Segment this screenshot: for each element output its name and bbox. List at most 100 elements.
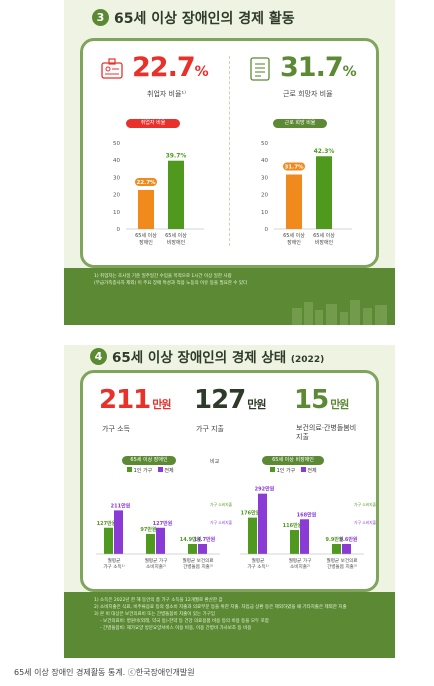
y-tick-label: 20 xyxy=(113,193,120,199)
legend-compare-label: 비교 xyxy=(210,459,220,465)
stat-health-value: 15 xyxy=(294,385,329,415)
y-tick-label: 0 xyxy=(265,227,269,233)
bar xyxy=(248,517,257,554)
annotation: 가구 소비지출액의 5.7% xyxy=(354,520,376,525)
image-caption: 65세 이상 장애인 경제활동 통계. ⓒ한국장애인개발원 xyxy=(14,668,195,677)
footnote-line: - 보건의료비: 병원비(외래, 약국 등)·한약 등 건강 의료용품 비용 등… xyxy=(100,619,269,624)
chart3-title-pill: 65세 이상 장애인 xyxy=(122,456,176,465)
stat-health-unit: 만원 xyxy=(330,398,349,411)
section1-number-badge: 3 xyxy=(92,9,109,26)
legend-swatch-green xyxy=(270,467,275,472)
annotation: 가구 소비지출액의 8.5% xyxy=(354,502,376,507)
stat-income-label: 가구 소득 xyxy=(102,425,130,433)
section2-number-badge: 4 xyxy=(90,348,107,365)
legend-swatch-green xyxy=(127,467,132,472)
data-label: 211만원 xyxy=(111,502,131,509)
bar xyxy=(332,544,341,554)
category-label: 소비지출²⁾ xyxy=(290,563,310,570)
chart4-legend: 1인 가구 전체 xyxy=(270,467,317,474)
category-label: 월평균 xyxy=(108,557,121,564)
y-tick-label: 20 xyxy=(261,193,268,199)
stat-expense-label: 가구 지출 xyxy=(196,425,224,433)
category-label: 소비지출²⁾ xyxy=(146,563,166,570)
section2-year: (2022) xyxy=(290,355,325,365)
legend-label-all: 전체 xyxy=(164,468,174,474)
stat-work-hope-label: 근로 희망자 비율 xyxy=(283,90,333,98)
bar xyxy=(104,527,113,554)
data-label: 97만원 xyxy=(140,526,157,533)
category-label: 장애인 xyxy=(139,239,153,246)
category-label: 65세 이상 xyxy=(313,232,335,239)
data-label: 9.6만원 xyxy=(339,536,357,543)
stat-employment-unit: % xyxy=(194,64,209,80)
building-skyline-icon xyxy=(290,296,390,325)
category-label: 월평균 가구 xyxy=(289,557,312,564)
card-divider xyxy=(229,56,231,246)
bar xyxy=(188,544,197,554)
category-label: 가구 소득¹⁾ xyxy=(247,563,268,570)
category-label: 65세 이상 xyxy=(283,232,305,239)
stat-income-unit: 만원 xyxy=(152,398,171,411)
data-label: 127만원 xyxy=(97,520,117,527)
footnote-line: 2) 소비지출은 식료, 비주류음료 등의 생소비 지출과 의료부문 등을 위한… xyxy=(94,605,347,610)
bar xyxy=(114,510,123,554)
category-label: 비장애인 xyxy=(315,239,334,246)
stat-expense-value: 127 xyxy=(194,385,246,415)
category-label: 월평균 보건의료 xyxy=(326,557,357,564)
legend-label-single: 1인 가구 xyxy=(276,468,296,474)
category-label: 월평균 가구 xyxy=(145,557,168,564)
data-label: 176만원 xyxy=(241,510,261,517)
stat-health-label: 보건의료·간병돌봄비 지출 xyxy=(296,424,357,441)
bar xyxy=(138,189,154,229)
footnote-line: 3) 본 비 대상은 보건의료비 또는 간병돌봄비 지출이 있는 가구임 xyxy=(94,612,215,617)
bar xyxy=(286,174,302,229)
footnote-line: - 간병돌봄비: 재가요양 방문요양서비스 이용 비용, 이용 간병비 가사보조… xyxy=(100,626,252,631)
value-badge xyxy=(283,162,305,171)
section2-footnote: 1) 소득은 2022년 한 해 동안의 총 가구 소득을 12개월로 환산한 … xyxy=(64,592,395,658)
y-tick-label: 0 xyxy=(117,227,121,233)
y-tick-label: 30 xyxy=(113,175,120,181)
bar xyxy=(316,156,332,229)
category-label: 장애인 xyxy=(287,239,301,246)
annotation: 가구 소비지출액의 11.6% xyxy=(210,520,232,525)
footnote-line: (무급가족종사자 제외) 이 주요 장애 특성과 적용 노동의 이유 등을 필요… xyxy=(94,281,248,286)
data-label: 31.7% xyxy=(284,164,304,170)
data-label: 22.7% xyxy=(136,180,156,186)
category-label: 가구 소득¹⁾ xyxy=(103,563,124,570)
stat-income-value: 211 xyxy=(99,385,151,415)
stat-work-hope-rate: 31.7% xyxy=(280,52,357,83)
legend-label-all: 전체 xyxy=(307,468,317,474)
bar xyxy=(290,530,299,554)
bar xyxy=(198,544,207,554)
data-label: 292만원 xyxy=(255,486,275,493)
bar xyxy=(146,533,155,554)
section1-footnote: 1) 취업자는 조사일 기준 일주일간 수입을 목적으로 1시간 이상 일한 사… xyxy=(64,268,395,325)
stat-employment-value: 22.7 xyxy=(132,52,196,83)
chart3-legend: 1인 가구 전체 xyxy=(127,467,174,474)
stat-employment-label: 취업자 비율¹⁾ xyxy=(147,90,186,98)
stat-healthcare-expense: 15 만원 xyxy=(294,385,349,415)
stat-household-income: 211 만원 xyxy=(99,385,172,415)
footnote-line: 1) 소득은 2022년 한 해 동안의 총 가구 소득을 12개월로 환산한 … xyxy=(94,598,223,603)
category-label: 간병돌봄 지출³⁾ xyxy=(183,563,213,570)
document-list-icon xyxy=(250,57,270,81)
y-tick-label: 40 xyxy=(113,158,120,164)
section1-title-text: 65세 이상 장애인의 경제 활동 xyxy=(114,11,295,27)
stat-work-hope-unit: % xyxy=(342,64,357,80)
chart4-title-pill: 65세 이상 비장애인 xyxy=(262,456,324,465)
y-tick-label: 30 xyxy=(261,175,268,181)
y-tick-label: 50 xyxy=(261,141,268,147)
data-label: 14.9만원 xyxy=(180,536,202,543)
bar xyxy=(156,527,165,554)
data-label: 42.3% xyxy=(314,148,335,155)
section2-title-text: 65세 이상 장애인의 경제 상태 xyxy=(112,350,287,366)
section2-card xyxy=(80,370,379,592)
stat-expense-unit: 만원 xyxy=(247,398,266,411)
data-label: 127만원 xyxy=(153,520,173,527)
data-label: 14.7만원 xyxy=(194,536,216,543)
section1-title: 3 65세 이상 장애인의 경제 활동 xyxy=(92,8,295,28)
